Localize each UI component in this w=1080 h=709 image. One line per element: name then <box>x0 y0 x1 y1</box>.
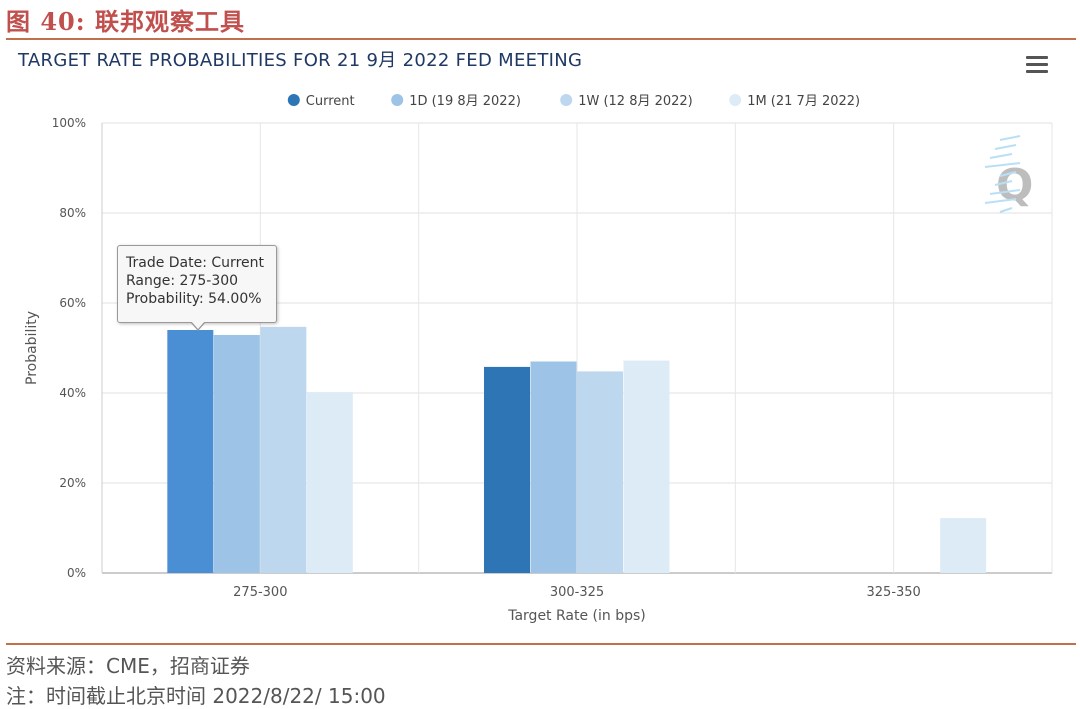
figure-title: 图 40: 联邦观察工具 <box>6 7 245 36</box>
tooltip-probability: Probability: 54.00% <box>126 291 262 307</box>
watermark-stripe <box>984 198 1017 204</box>
y-axis-title: Probability <box>24 311 40 385</box>
bottom-divider <box>6 643 1076 645</box>
bar-0-1 <box>484 366 530 573</box>
x-tick-label: 300-325 <box>550 585 604 600</box>
tooltip-trade-date: Trade Date: Current <box>126 255 264 271</box>
chart-title: TARGET RATE PROBABILITIES FOR 21 9月 2022… <box>18 50 583 71</box>
legend-label-1: 1D (19 8月 2022) <box>409 94 521 109</box>
bar-0-0 <box>167 330 214 573</box>
watermark-stripe <box>984 162 1021 168</box>
watermark-stripe <box>999 171 1017 177</box>
top-divider <box>6 38 1076 40</box>
y-tick-label: 0% <box>67 566 86 580</box>
bar-2-0 <box>260 326 307 573</box>
y-tick-label: 40% <box>59 386 86 400</box>
x-axis-title: Target Rate (in bps) <box>507 608 646 624</box>
legend-marker-0 <box>287 94 300 106</box>
legend-label-2: 1W (12 8月 2022) <box>578 94 693 109</box>
tooltip-pointer-fill <box>191 321 205 329</box>
chart-canvas: 0% 20% 40% 60% 80% 100% 275-300 300-325 325-350 T… <box>24 94 1053 624</box>
watermark-logo: Q <box>984 135 1033 213</box>
watermark-stripe <box>989 153 1013 159</box>
legend-marker-3 <box>729 94 742 106</box>
legend-label-0: Current <box>306 94 355 109</box>
watermark-stripe <box>989 189 1021 195</box>
x-tick-label: 275-300 <box>233 585 287 600</box>
y-tick-label: 80% <box>59 206 86 220</box>
legend-label-3: 1M (21 7月 2022) <box>747 94 860 109</box>
bar-1-0 <box>213 334 260 573</box>
legend-marker-1 <box>391 94 404 106</box>
source-note: 资料来源：CME，招商证券 <box>6 654 250 678</box>
watermark-stripe <box>999 207 1013 213</box>
hamburger-menu-icon[interactable] <box>1026 56 1048 74</box>
watermark-stripe <box>994 144 1017 150</box>
bar-3-2 <box>940 518 987 573</box>
time-note: 注：时间截止北京时间 2022/8/22/ 15:00 <box>6 684 386 708</box>
bar-3-1 <box>623 360 670 573</box>
watermark-stripe <box>994 180 1013 186</box>
legend-marker-2 <box>560 94 573 106</box>
tooltip-range: Range: 275-300 <box>126 273 239 289</box>
chart-tooltip: Trade Date: Current Range: 275-300 Proba… <box>117 245 277 323</box>
bar-3-0 <box>306 392 353 573</box>
watermark-stripe <box>999 135 1021 141</box>
watermark-q-glyph: Q <box>996 160 1033 211</box>
y-tick-label: 60% <box>59 296 86 310</box>
y-tick-label: 100% <box>52 116 86 130</box>
y-tick-label: 20% <box>59 476 86 490</box>
bar-1-1 <box>530 361 577 573</box>
bar-2-1 <box>577 371 623 573</box>
x-tick-label: 325-350 <box>867 585 921 600</box>
